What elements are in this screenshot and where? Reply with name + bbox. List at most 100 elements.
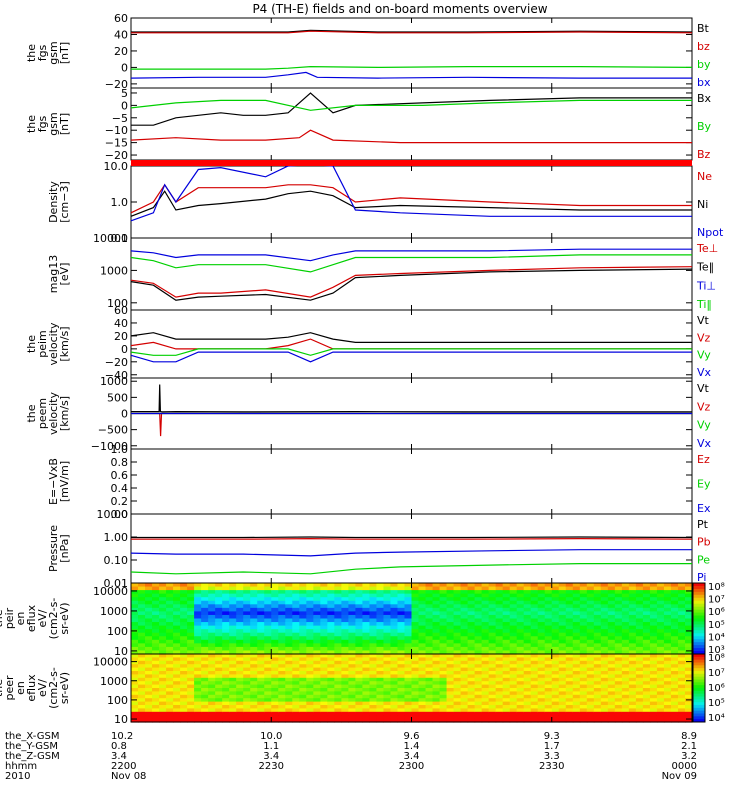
heatmap-cell <box>586 718 595 723</box>
series-line-ti‖ <box>130 254 692 273</box>
heatmap-cell <box>432 691 441 696</box>
heatmap-cell <box>460 632 469 637</box>
heatmap-cell <box>523 698 532 703</box>
heatmap-cell <box>243 654 251 658</box>
y-tick-label: 10000 <box>93 585 128 598</box>
heatmap-cell <box>670 643 679 648</box>
heatmap-cell <box>439 597 448 602</box>
heatmap-cell <box>299 590 307 595</box>
y-tick-label: −20 <box>105 78 128 91</box>
heatmap-cell <box>411 681 420 686</box>
axis-cell-value: 2300 <box>399 761 424 772</box>
heatmap-cell <box>152 583 160 588</box>
heatmap-cell <box>194 671 202 675</box>
heatmap-cell <box>488 622 497 627</box>
colorbar-segment <box>693 636 705 640</box>
heatmap-cell <box>621 629 630 634</box>
heatmap-cell <box>376 586 385 591</box>
heatmap-cell <box>425 646 434 652</box>
heatmap-cell <box>341 674 349 679</box>
heatmap-cell <box>236 632 244 637</box>
heatmap-cell <box>530 711 539 716</box>
heatmap-cell <box>544 711 553 716</box>
heatmap-cell <box>558 684 567 689</box>
heatmap-cell <box>600 650 609 655</box>
heatmap-cell <box>474 629 483 634</box>
heatmap-cell <box>607 614 616 620</box>
heatmap-cell <box>341 611 349 616</box>
heatmap-cell <box>152 618 160 623</box>
heatmap-cell <box>229 625 237 630</box>
heatmap-cell <box>390 708 399 713</box>
heatmap-cell <box>474 667 483 672</box>
heatmap-cell <box>446 629 455 634</box>
heatmap-cell <box>537 618 546 623</box>
heatmap-cell <box>250 636 258 641</box>
heatmap-cell <box>180 671 188 675</box>
heatmap-cell <box>229 618 237 623</box>
heatmap-cell <box>614 646 623 652</box>
heatmap-cell <box>390 657 399 662</box>
heatmap-cell <box>446 715 455 720</box>
heatmap-cell <box>579 677 588 682</box>
heatmap-cell <box>663 691 672 696</box>
heatmap-cell <box>453 684 462 689</box>
heatmap-cell <box>502 701 511 706</box>
heatmap-cell <box>376 657 385 662</box>
colorbar-frame <box>692 653 706 723</box>
heatmap-cell <box>236 643 244 648</box>
heatmap-cell <box>432 674 441 679</box>
heatmap-cell <box>593 688 602 692</box>
heatmap-cell <box>404 715 413 720</box>
heatmap-cell <box>166 622 174 627</box>
heatmap-cell <box>376 607 385 612</box>
heatmap-cell <box>292 611 300 616</box>
heatmap-cell <box>341 597 349 602</box>
colorbar-tick-label: 10⁷ <box>708 668 725 679</box>
colorbar-tick-label: 10⁴ <box>708 632 725 643</box>
y-axis-label: the <box>0 679 5 697</box>
heatmap-cell <box>313 705 321 709</box>
heatmap-cell <box>684 705 693 709</box>
heatmap-cell <box>565 625 574 630</box>
heatmap-cell <box>369 625 378 630</box>
heatmap-cell <box>481 629 490 634</box>
heatmap-cell <box>397 664 406 669</box>
series-line-vz <box>131 412 692 437</box>
heatmap-cell <box>376 646 385 652</box>
axis-cell-value: 2230 <box>259 761 284 772</box>
heatmap-cell <box>355 701 364 706</box>
heatmap-cell <box>327 660 335 665</box>
heatmap-cell <box>670 614 679 620</box>
heatmap-cell <box>621 586 630 591</box>
heatmap-cell <box>579 607 588 612</box>
heatmap-cell <box>180 632 188 637</box>
heatmap-cell <box>523 684 532 689</box>
heatmap-cell <box>313 688 321 692</box>
heatmap-cell <box>572 677 581 682</box>
heatmap-cell <box>474 597 483 602</box>
heatmap-cell <box>579 586 588 591</box>
heatmap-cell <box>208 654 216 658</box>
heatmap-cell <box>138 667 146 672</box>
heatmap-cell <box>516 677 525 682</box>
series-line-npot <box>130 163 692 222</box>
heatmap-cell <box>145 711 153 716</box>
heatmap-cell <box>194 705 202 709</box>
heatmap-cell <box>544 701 553 706</box>
heatmap-cell <box>467 671 476 675</box>
heatmap-cell <box>551 711 560 716</box>
heatmap-cell <box>229 657 237 662</box>
heatmap-cell <box>250 691 258 696</box>
heatmap-cell <box>362 636 371 641</box>
heatmap-cell <box>572 667 581 672</box>
heatmap-cell <box>614 715 623 720</box>
heatmap-cell <box>383 597 392 602</box>
y-tick-label: 40 <box>114 29 128 42</box>
heatmap-cell <box>320 691 328 696</box>
heatmap-cell <box>446 694 455 699</box>
heatmap-cell <box>509 646 518 652</box>
heatmap-cell <box>467 705 476 709</box>
heatmap-cell <box>208 636 216 641</box>
